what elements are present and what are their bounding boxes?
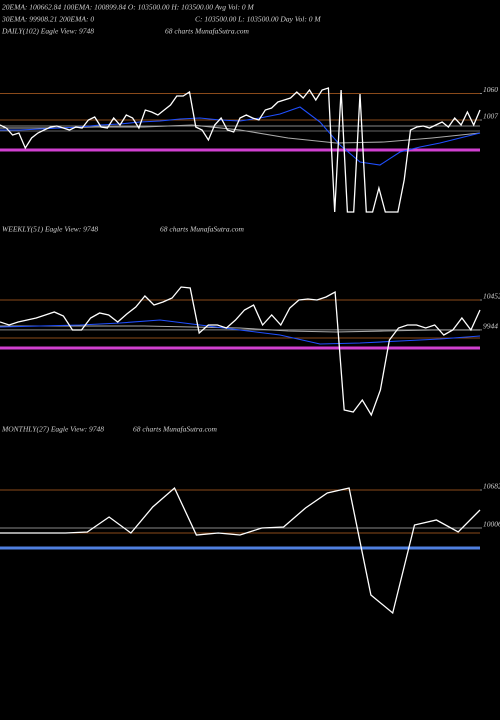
- series-line: [0, 319, 481, 345]
- panel-subtitle: 68 charts MunafaSutra.com: [160, 225, 245, 234]
- header-line: 20EMA: 100662.84 100EMA: 100899.84 O: 10…: [2, 3, 254, 12]
- panel-subtitle: 68 charts MunafaSutra.com: [165, 27, 250, 36]
- y-tick-label: 10452: [483, 292, 500, 301]
- series-line: [0, 486, 481, 615]
- series-line: [0, 325, 480, 333]
- panel-title: WEEKLY(51) Eagle View: 9748: [2, 225, 98, 234]
- header-line: 30EMA: 99908.21 200EMA: 0: [1, 15, 94, 24]
- series-line: [0, 286, 481, 417]
- y-tick-label: 1060: [483, 85, 498, 94]
- y-tick-label: 10006: [483, 520, 500, 529]
- series-line: [0, 87, 481, 213]
- y-tick-label: 10682: [483, 482, 500, 491]
- y-tick-label: 9944: [483, 322, 498, 331]
- panel-title: DAILY(102) Eagle View: 9748: [1, 27, 94, 36]
- panel-subtitle: 68 charts MunafaSutra.com: [133, 425, 218, 434]
- y-tick-label: 1007: [483, 112, 498, 121]
- header-line: C: 103500.00 L: 103500.00 Day Vol: 0 M: [195, 15, 321, 24]
- series-line: [0, 106, 481, 166]
- panel-title: MONTHLY(27) Eagle View: 9748: [1, 425, 104, 434]
